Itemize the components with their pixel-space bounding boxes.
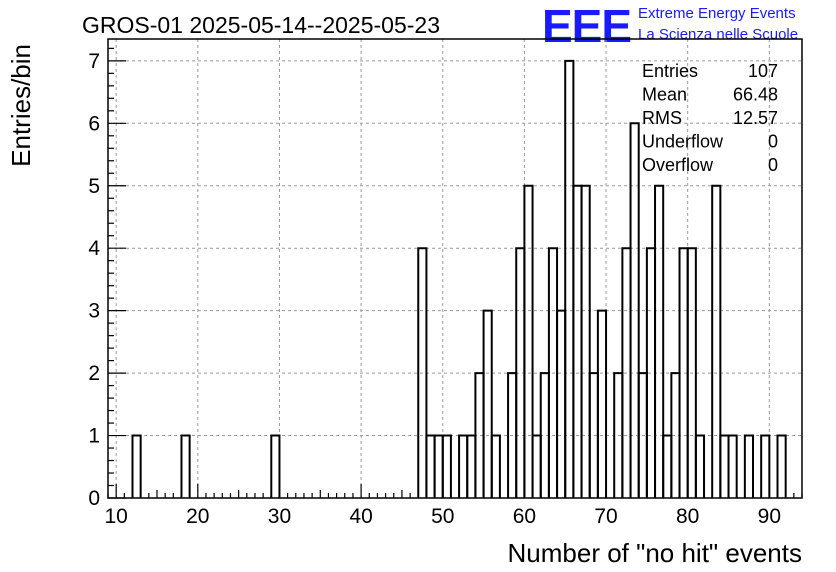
y-tick-labels: 0 1 2 3 4 5 6 7: [88, 50, 100, 510]
histogram-bin-37: [727, 434, 738, 498]
x-tick-label-3: 40: [349, 505, 372, 528]
logo-mark: EEE: [542, 0, 631, 52]
x-tick-label-6: 70: [594, 505, 617, 528]
x-tick-label-1: 20: [186, 505, 209, 528]
stat-value-overflow: 0: [768, 155, 778, 175]
y-tick-label-4: 4: [88, 237, 100, 260]
histogram-bin-34: [694, 434, 706, 498]
histogram-bin-38: [743, 434, 755, 498]
stat-label-entries: Entries: [642, 61, 698, 81]
y-tick-label-6: 6: [88, 112, 100, 135]
stat-value-underflow: 0: [768, 132, 778, 152]
histogram-bin-40: [776, 434, 787, 498]
histogram-bin-5: [433, 434, 444, 498]
stat-label-mean: Mean: [642, 85, 687, 105]
y-tick-label-3: 3: [88, 300, 100, 323]
histogram-bin-0: [131, 434, 142, 498]
stat-label-overflow: Overflow: [642, 155, 714, 175]
x-tick-label-8: 90: [758, 505, 781, 528]
histogram-bin-26: [629, 122, 640, 498]
histogram-bin-11: [490, 434, 501, 498]
histogram-bin-35: [711, 184, 722, 498]
plot-frame: [107, 38, 803, 499]
x-tick-label-7: 80: [676, 505, 699, 528]
y-axis-label: Entries/bin: [6, 44, 36, 167]
histogram-bin-39: [760, 434, 771, 498]
stat-value-entries: 107: [748, 61, 778, 81]
histogram-bin-6: [441, 434, 452, 498]
histogram-bin-8: [466, 434, 477, 498]
stat-value-rms: 12.57: [733, 108, 778, 128]
chart-title: GROS-01 2025-05-14--2025-05-23: [82, 12, 440, 38]
x-tick-label-5: 60: [513, 505, 536, 528]
x-tick-label-2: 30: [268, 505, 291, 528]
stats-box: Entries 107 Mean 66.48 RMS 12.57 Underflow 0 Ove…: [642, 61, 778, 175]
x-tick-labels: 10 20 30 40 50 60 70 80 90: [104, 505, 781, 528]
y-tick-label-7: 7: [88, 50, 100, 73]
y-tick-label-0: 0: [88, 487, 100, 510]
logo-line-1: Extreme Energy Events: [638, 5, 796, 22]
x-tick-label-0: 10: [104, 505, 127, 528]
histogram-bin-36: [719, 434, 730, 498]
x-axis-label: Number of "no hit" events: [508, 538, 803, 568]
stat-label-underflow: Underflow: [642, 132, 724, 152]
histogram-bin-7: [458, 434, 469, 498]
histogram-bin-4: [425, 434, 436, 498]
histogram-bin-2: [270, 434, 281, 498]
histogram-bin-14: [523, 184, 534, 498]
logo-line-2: La Scienza nelle Scuole: [638, 26, 798, 43]
stat-label-rms: RMS: [642, 108, 682, 128]
histogram-bin-1: [180, 434, 191, 498]
histogram-bin-33: [686, 247, 697, 498]
histogram-bin-3: [417, 247, 428, 498]
histogram-bin-23: [596, 309, 608, 498]
y-tick-label-1: 1: [88, 425, 100, 448]
axis-ticks: [107, 47, 803, 499]
stat-value-mean: 66.48: [733, 85, 778, 105]
histogram-bins: [131, 59, 787, 498]
eee-logo: EEE Extreme Energy Events La Scienza nel…: [542, 0, 798, 52]
histogram-bin-30: [662, 434, 673, 498]
histogram-bin-10: [482, 309, 493, 498]
histogram-bin-15: [531, 434, 542, 498]
histogram-bin-29: [654, 184, 665, 498]
histogram-bin-18: [556, 309, 567, 498]
histogram-bin-19: [564, 59, 575, 498]
y-tick-label-2: 2: [88, 362, 100, 385]
grid-lines: [108, 39, 802, 498]
histogram-bin-20: [572, 184, 583, 498]
histogram-bin-21: [580, 184, 591, 498]
x-tick-label-4: 50: [431, 505, 454, 528]
y-tick-label-5: 5: [88, 175, 100, 198]
